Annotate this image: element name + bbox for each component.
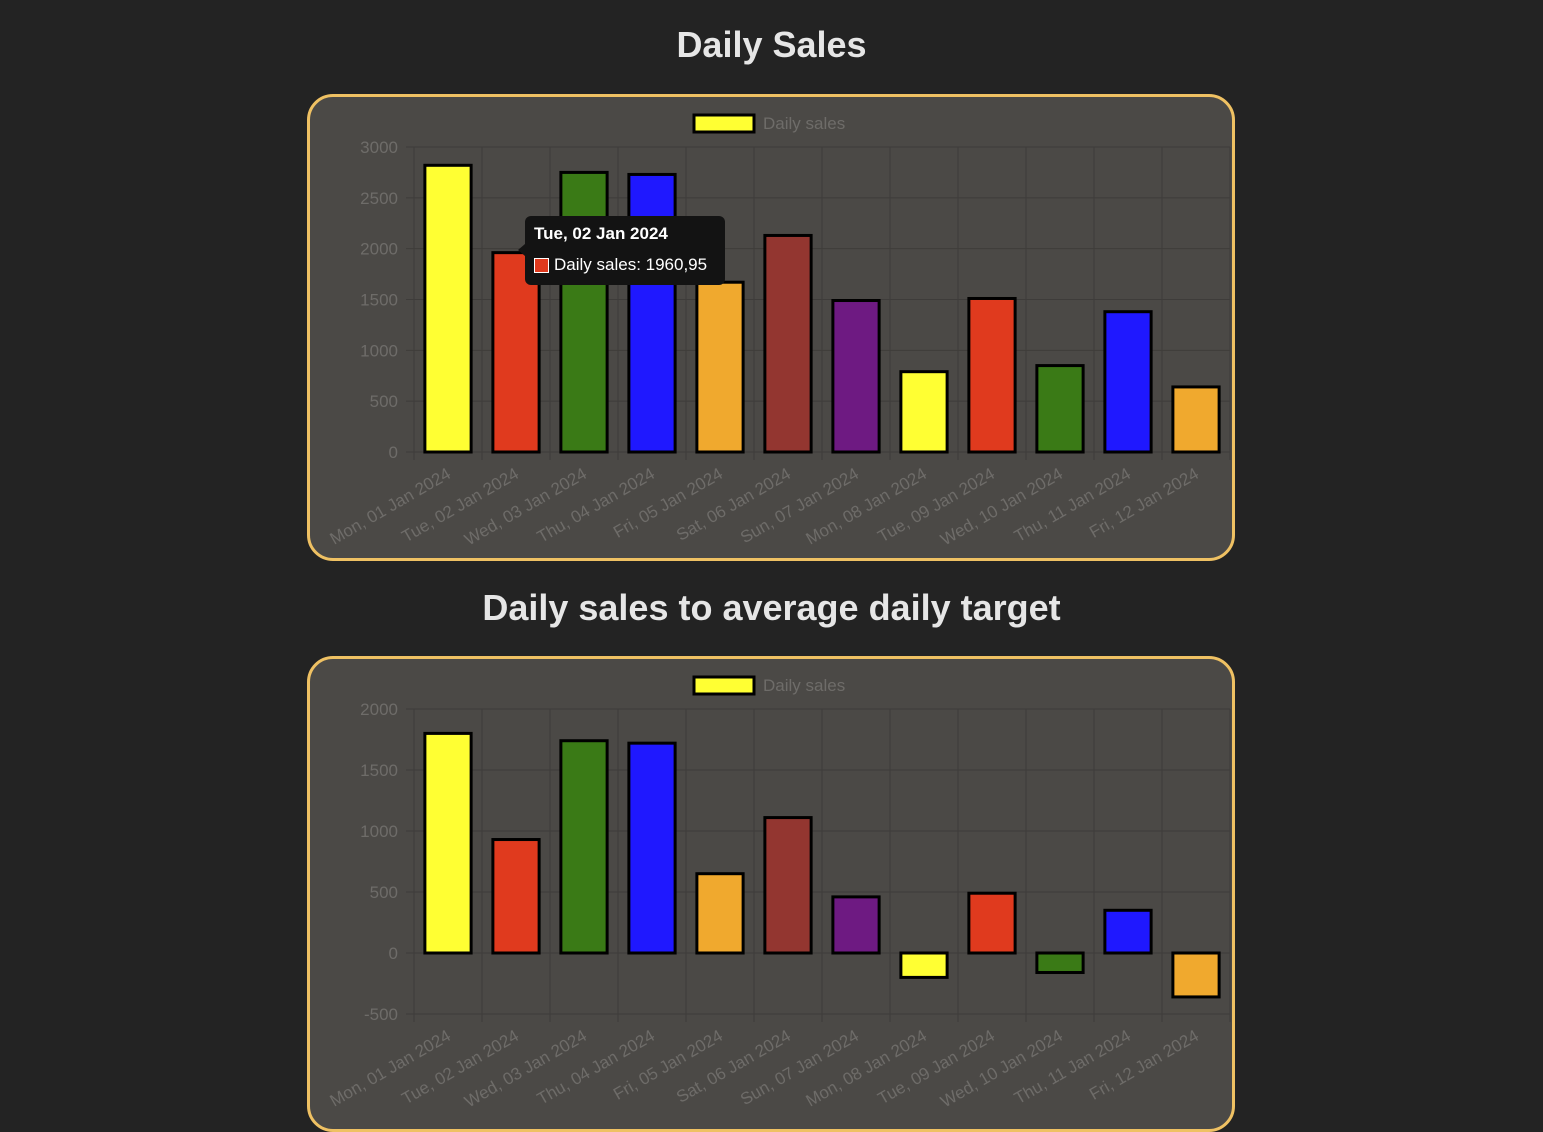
tooltip-color-swatch <box>534 257 549 273</box>
x-tick-label: Thu, 04 Jan 2024 <box>534 1026 658 1109</box>
bar[interactable] <box>899 951 949 979</box>
tooltip-title: Tue, 02 Jan 2024 <box>534 224 668 243</box>
x-tick-label: Wed, 10 Jan 2024 <box>937 464 1066 549</box>
bar[interactable] <box>831 299 881 454</box>
chart-tooltip: Tue, 02 Jan 2024 Daily sales: 1960,95 <box>518 216 725 285</box>
bar[interactable] <box>831 895 881 955</box>
bar[interactable] <box>491 838 541 955</box>
bar[interactable] <box>763 233 813 454</box>
chart-card-daily-sales: Daily sales 0 500 1000 1500 2000 2500 3000 Mon, … <box>307 94 1235 561</box>
bar[interactable] <box>695 280 745 454</box>
x-tick-label: Mon, 01 Jan 2024 <box>327 464 454 549</box>
sales-vs-target-chart: Daily sales -500 0 500 1000 1500 2000 Mon, 01 J… <box>327 675 1231 1111</box>
legend[interactable]: Daily sales <box>692 675 845 696</box>
bar[interactable] <box>1035 951 1085 975</box>
y-tick-label: 500 <box>370 392 398 411</box>
chart-title-sales-vs-target: Daily sales to average daily target <box>482 587 1061 628</box>
legend[interactable]: Daily sales <box>692 113 845 134</box>
x-tick-label: Thu, 04 Jan 2024 <box>534 464 658 547</box>
tooltip-label: Daily sales: 1960,95 <box>554 255 708 274</box>
x-tick-label: Wed, 03 Jan 2024 <box>461 464 590 549</box>
chart-title-daily-sales: Daily Sales <box>676 24 867 65</box>
bar[interactable] <box>1035 364 1085 454</box>
x-tick-label: Mon, 01 Jan 2024 <box>327 1026 454 1111</box>
x-tick-label: Sun, 07 Jan 2024 <box>737 464 862 547</box>
legend-swatch <box>692 113 756 134</box>
x-tick-label: Tue, 02 Jan 2024 <box>398 464 522 546</box>
bar[interactable] <box>423 163 473 454</box>
x-tick-label: Mon, 08 Jan 2024 <box>803 1026 930 1111</box>
y-tick-label: 500 <box>370 883 398 902</box>
y-tick-label: 0 <box>389 443 398 462</box>
legend-label: Daily sales <box>763 114 845 133</box>
x-tick-label: Sun, 07 Jan 2024 <box>737 1026 862 1109</box>
bar[interactable] <box>695 872 745 955</box>
daily-sales-chart: Daily sales 0 500 1000 1500 2000 2500 3000 Mon, … <box>327 113 1231 549</box>
bar[interactable] <box>559 170 609 454</box>
bar[interactable] <box>1103 310 1153 454</box>
x-tick-label: Wed, 03 Jan 2024 <box>461 1026 590 1111</box>
legend-label: Daily sales <box>763 676 845 695</box>
bar[interactable] <box>1171 951 1221 999</box>
x-tick-label: Sat, 06 Jan 2024 <box>673 1026 794 1107</box>
bar[interactable] <box>627 741 677 955</box>
bar[interactable] <box>967 296 1017 454</box>
x-tick-label: Thu, 11 Jan 2024 <box>1011 464 1134 546</box>
x-tick-label: Tue, 09 Jan 2024 <box>874 1026 998 1108</box>
bar[interactable] <box>1171 385 1221 454</box>
y-tick-label: 2000 <box>360 700 398 719</box>
bar[interactable] <box>559 739 609 955</box>
x-tick-label: Thu, 11 Jan 2024 <box>1011 1026 1134 1108</box>
y-tick-label: 1000 <box>360 822 398 841</box>
y-tick-label: 2000 <box>360 240 398 259</box>
x-tick-label: Tue, 02 Jan 2024 <box>398 1026 522 1108</box>
y-tick-label: 0 <box>389 944 398 963</box>
x-tick-label: Mon, 08 Jan 2024 <box>803 464 930 549</box>
legend-swatch <box>692 675 756 696</box>
y-tick-label: 3000 <box>360 138 398 157</box>
bar[interactable] <box>967 891 1017 955</box>
y-tick-label: 1500 <box>360 761 398 780</box>
bar[interactable] <box>491 251 541 454</box>
y-tick-label: 1500 <box>360 291 398 310</box>
x-tick-label: Wed, 10 Jan 2024 <box>937 1026 1066 1111</box>
x-tick-label: Tue, 09 Jan 2024 <box>874 464 998 546</box>
bar[interactable] <box>899 370 949 454</box>
bar[interactable] <box>1103 908 1153 955</box>
tooltip-row: Daily sales: 1960,95 <box>534 255 725 275</box>
chart-card-sales-vs-target: Daily sales -500 0 500 1000 1500 2000 Mon, 01 J… <box>307 656 1235 1132</box>
bar[interactable] <box>423 731 473 955</box>
x-tick-label: Sat, 06 Jan 2024 <box>673 464 794 545</box>
bar[interactable] <box>763 816 813 955</box>
y-tick-label: 1000 <box>360 341 398 360</box>
y-tick-label: -500 <box>364 1005 398 1024</box>
y-tick-label: 2500 <box>360 189 398 208</box>
